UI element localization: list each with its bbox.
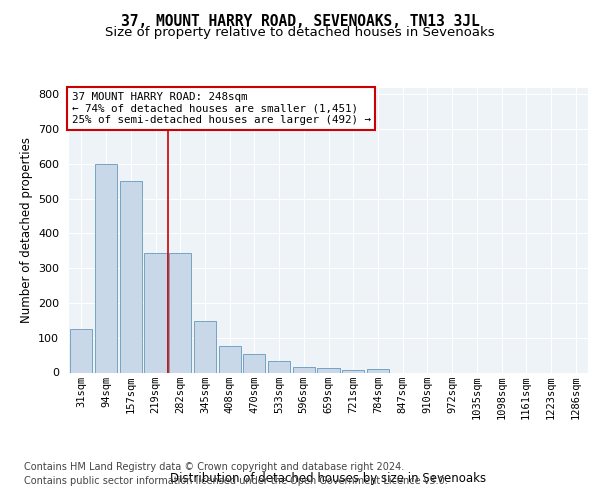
Bar: [342, 370, 364, 372]
Text: 37 MOUNT HARRY ROAD: 248sqm
← 74% of detached houses are smaller (1,451)
25% of : 37 MOUNT HARRY ROAD: 248sqm ← 74% of det…: [71, 92, 371, 125]
Bar: [70, 329, 92, 372]
Bar: [145, 252, 167, 372]
Text: Contains public sector information licensed under the Open Government Licence v3: Contains public sector information licen…: [24, 476, 448, 486]
Bar: [119, 182, 142, 372]
X-axis label: Distribution of detached houses by size in Sevenoaks: Distribution of detached houses by size …: [170, 472, 487, 485]
Bar: [293, 368, 315, 372]
Bar: [243, 354, 265, 372]
Text: Contains HM Land Registry data © Crown copyright and database right 2024.: Contains HM Land Registry data © Crown c…: [24, 462, 404, 472]
Text: 37, MOUNT HARRY ROAD, SEVENOAKS, TN13 3JL: 37, MOUNT HARRY ROAD, SEVENOAKS, TN13 3J…: [121, 14, 479, 29]
Bar: [95, 164, 117, 372]
Bar: [218, 346, 241, 372]
Bar: [367, 369, 389, 372]
Text: Size of property relative to detached houses in Sevenoaks: Size of property relative to detached ho…: [105, 26, 495, 39]
Bar: [169, 252, 191, 372]
Bar: [268, 361, 290, 372]
Bar: [194, 321, 216, 372]
Y-axis label: Number of detached properties: Number of detached properties: [20, 137, 32, 323]
Bar: [317, 368, 340, 372]
